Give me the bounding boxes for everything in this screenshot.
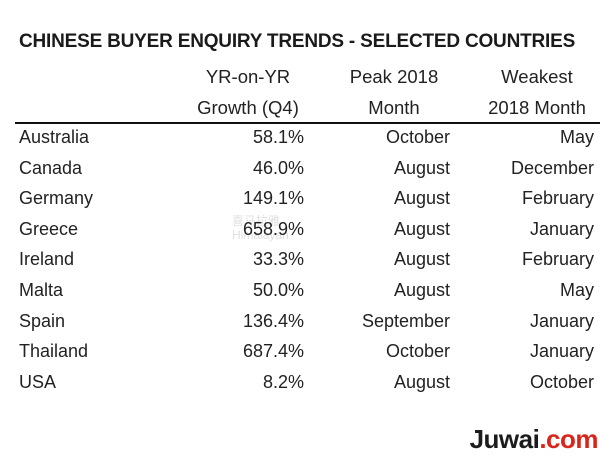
- weakest-month-cell: February: [521, 188, 594, 209]
- growth-cell: 33.3%: [252, 249, 304, 270]
- growth-cell: 687.4%: [242, 341, 304, 362]
- table-row: Ireland 33.3% August February: [0, 246, 614, 277]
- weakest-month-cell: May: [559, 127, 594, 147]
- logo-text-com: .com: [539, 424, 598, 454]
- country-cell: Australia: [19, 127, 90, 147]
- country-cell: USA: [19, 371, 57, 392]
- table-body: Australia 58.1% October May Canada 46.0%…: [0, 124, 614, 399]
- country-cell: Thailand: [19, 341, 89, 362]
- peak-month-cell: August: [393, 188, 450, 209]
- weakest-month-cell: January: [529, 341, 594, 362]
- weakest-month-cell: May: [559, 279, 594, 300]
- growth-cell: 149.1%: [242, 188, 304, 209]
- table-row: Spain 136.4% September January: [0, 308, 614, 339]
- header-growth: YR-on-YR Growth (Q4): [186, 61, 310, 123]
- logo-text-juwai: Juwai: [469, 424, 540, 454]
- table-row: Thailand 687.4% October January: [0, 338, 614, 369]
- table-row: Greece 658.9% August January: [0, 216, 614, 247]
- table-row: Malta 50.0% August May: [0, 277, 614, 308]
- peak-month-cell: September: [361, 310, 450, 331]
- table-row: USA 8.2% August October: [0, 369, 614, 400]
- header-weakest-month: Weakest 2018 Month: [472, 61, 602, 123]
- peak-month-cell: October: [385, 127, 450, 147]
- header-peak-line1: Peak 2018: [349, 66, 439, 87]
- weakest-month-cell: January: [529, 310, 594, 331]
- juwai-logo: Juwai.com: [469, 424, 599, 455]
- table-row: Germany 149.1% August February: [0, 185, 614, 216]
- country-cell: Greece: [19, 218, 79, 239]
- growth-cell: 58.1%: [252, 127, 304, 147]
- header-growth-line2: Growth (Q4): [197, 97, 299, 118]
- country-cell: Spain: [19, 310, 66, 331]
- weakest-month-cell: October: [529, 371, 594, 392]
- peak-month-cell: August: [393, 157, 450, 178]
- weakest-month-cell: December: [510, 157, 594, 178]
- growth-cell: 46.0%: [252, 157, 304, 178]
- table-title: CHINESE BUYER ENQUIRY TRENDS - SELECTED …: [19, 31, 576, 52]
- weakest-month-cell: February: [521, 249, 594, 270]
- header-peak-line2: Month: [368, 97, 420, 118]
- country-cell: Ireland: [19, 249, 75, 270]
- peak-month-cell: August: [393, 249, 450, 270]
- growth-cell: 8.2%: [262, 371, 304, 392]
- growth-cell: 136.4%: [242, 310, 304, 331]
- table-row: Australia 58.1% October May: [0, 124, 614, 155]
- country-cell: Germany: [19, 188, 94, 209]
- peak-month-cell: August: [393, 279, 450, 300]
- peak-month-cell: August: [393, 218, 450, 239]
- peak-month-cell: August: [393, 371, 450, 392]
- weakest-month-cell: January: [529, 218, 594, 239]
- country-cell: Malta: [19, 279, 64, 300]
- growth-cell: 50.0%: [252, 279, 304, 300]
- country-cell: Canada: [19, 157, 83, 178]
- growth-cell: 658.9%: [242, 218, 304, 239]
- header-weak-line2: 2018 Month: [488, 97, 586, 118]
- header-weak-line1: Weakest: [501, 66, 573, 87]
- header-peak-month: Peak 2018 Month: [332, 61, 456, 123]
- header-divider: [15, 122, 600, 124]
- peak-month-cell: October: [385, 341, 450, 362]
- header-growth-line1: YR-on-YR: [205, 66, 291, 87]
- table-row: Canada 46.0% August December: [0, 155, 614, 186]
